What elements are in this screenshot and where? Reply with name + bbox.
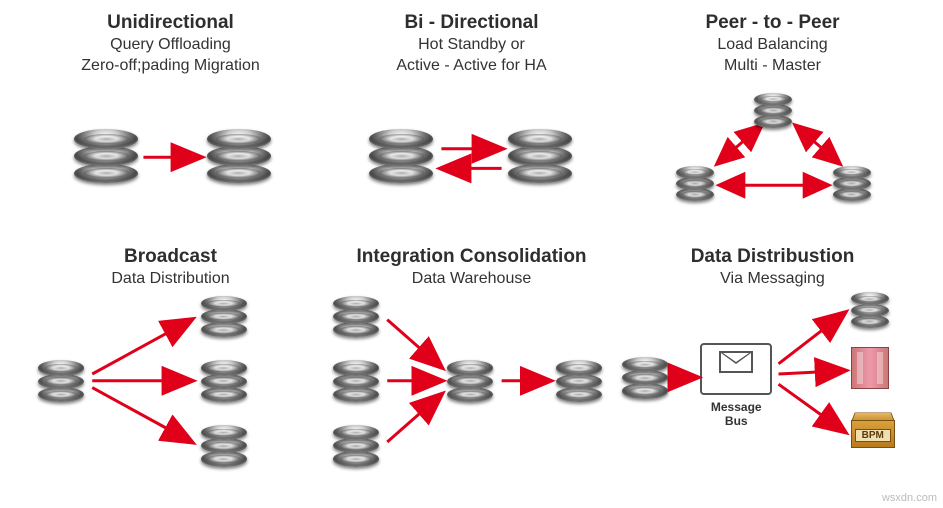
db-node (333, 425, 379, 465)
panel-subtitle-1: Via Messaging (622, 269, 923, 289)
panel-title: Broadcast (20, 246, 321, 268)
db-node (201, 360, 247, 400)
panel-title: Integration Consolidation (321, 246, 622, 268)
panel-canvas (20, 76, 321, 216)
panel-broadcast: Broadcast Data Distribution (20, 244, 321, 478)
panel-subtitle-2: Multi - Master (622, 56, 923, 76)
db-node (201, 296, 247, 336)
watermark: wsxdn.com (882, 492, 937, 504)
panel-title: Bi - Directional (321, 12, 622, 34)
panel-subtitle-1: Data Distribution (20, 269, 321, 289)
panel-canvas: Message Bus BPM (622, 289, 923, 459)
panel-subtitle-1: Query Offloading (20, 35, 321, 55)
panel-integration-consolidation: Integration Consolidation Data Warehouse (321, 244, 622, 478)
panel-subtitle-1: Data Warehouse (321, 269, 622, 289)
db-node (556, 360, 602, 400)
panel-title: Data Distribustion (622, 246, 923, 268)
panel-title: Unidirectional (20, 12, 321, 34)
db-node (622, 357, 668, 397)
panel-canvas (321, 289, 622, 459)
panel-subtitle-1: Hot Standby or (321, 35, 622, 55)
panel-peer-to-peer: Peer - to - Peer Load Balancing Multi - … (622, 10, 923, 244)
db-node (833, 166, 871, 200)
db-node (851, 292, 889, 326)
panel-canvas (622, 76, 923, 216)
panel-subtitle-1: Load Balancing (622, 35, 923, 55)
db-node (38, 360, 84, 400)
panel-canvas (20, 289, 321, 459)
panel-subtitle-2: Zero-off;pading Migration (20, 56, 321, 76)
db-node (447, 360, 493, 400)
panel-unidirectional: Unidirectional Query Offloading Zero-off… (20, 10, 321, 244)
db-node (754, 93, 792, 127)
diagram-grid: Unidirectional Query Offloading Zero-off… (0, 0, 943, 508)
panel-title: Peer - to - Peer (622, 12, 923, 34)
db-node (676, 166, 714, 200)
arrows (321, 76, 622, 216)
db-node (333, 360, 379, 400)
db-node (201, 425, 247, 465)
panel-data-distribution: Data Distribustion Via Messaging Message… (622, 244, 923, 478)
panel-bidirectional: Bi - Directional Hot Standby or Active -… (321, 10, 622, 244)
db-node (333, 296, 379, 336)
panel-subtitle-2: Active - Active for HA (321, 56, 622, 76)
arrows (20, 76, 321, 216)
panel-canvas (321, 76, 622, 216)
